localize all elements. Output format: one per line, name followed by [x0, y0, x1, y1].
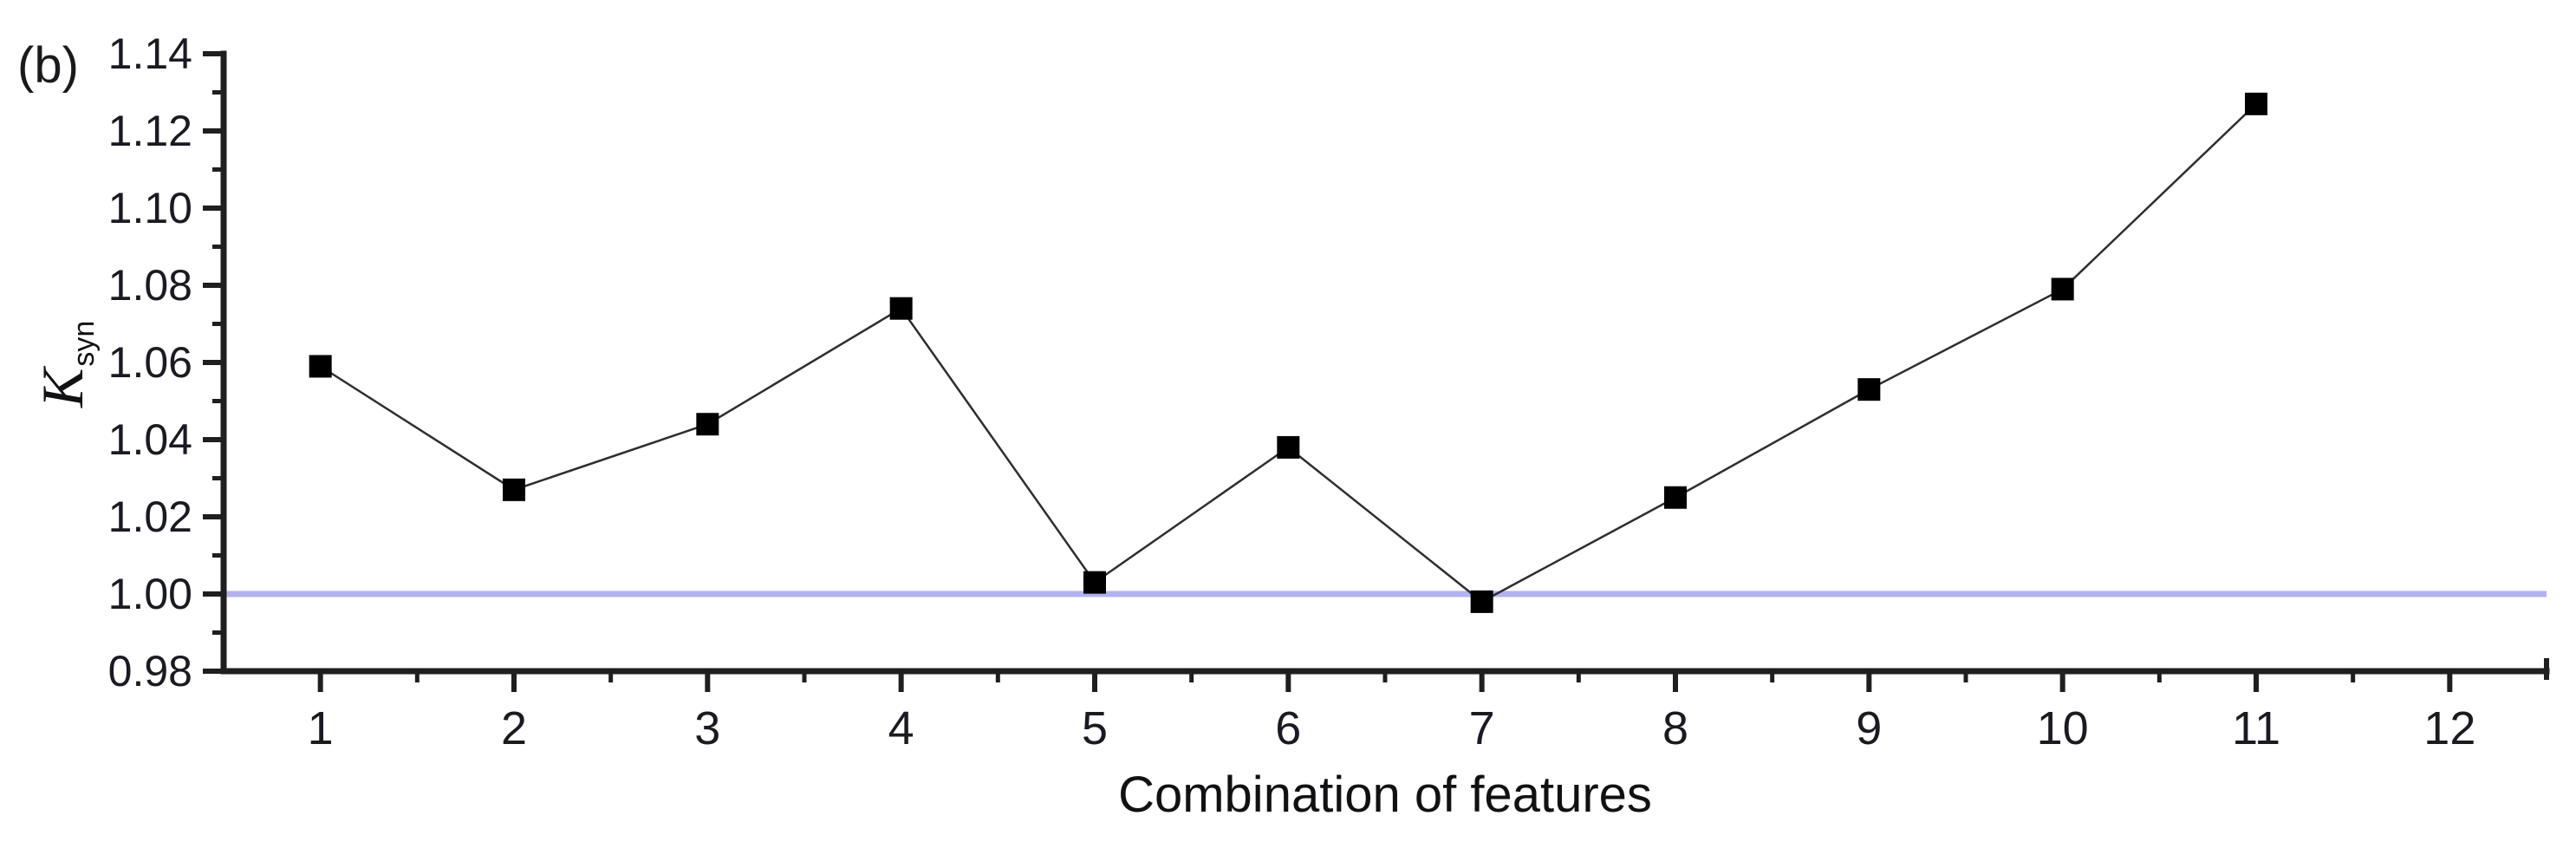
- x-tick-label: 7: [1469, 702, 1495, 754]
- series-line: [319, 102, 2257, 604]
- data-point-marker: [696, 413, 719, 436]
- x-tick-label: 6: [1275, 702, 1301, 754]
- data-point-marker: [1857, 378, 1881, 401]
- x-tick-label: 10: [2037, 702, 2089, 754]
- x-tick-label: 4: [888, 702, 914, 754]
- y-axis-title: Ksyn: [29, 321, 101, 408]
- data-point-marker: [1083, 571, 1106, 594]
- x-tick-label: 1: [308, 702, 334, 754]
- data-point-marker: [2051, 277, 2074, 301]
- x-tick-label: 5: [1082, 702, 1108, 754]
- data-series-layer: [309, 92, 2267, 613]
- y-tick-label: 1.00: [108, 570, 192, 618]
- axes-layer: 1 2 3 4 5 6 7 8 9 10 11 120.981.001.021.041.061.081…: [108, 29, 2550, 754]
- data-point-marker: [2245, 92, 2267, 115]
- y-tick-label: 1.10: [108, 184, 192, 232]
- data-point-marker: [1664, 486, 1687, 509]
- x-axis-title: Combination of features: [1118, 767, 1652, 823]
- y-tick-label: 1.12: [108, 107, 192, 155]
- y-tick-label: 1.06: [108, 338, 192, 387]
- data-point-marker: [889, 297, 913, 320]
- y-tick-label: 1.08: [108, 261, 192, 310]
- y-tick-label: 0.98: [108, 647, 192, 695]
- x-tick-label: 9: [1856, 702, 1882, 754]
- axis-spines: [220, 50, 2550, 675]
- x-tick-label: 3: [694, 702, 720, 754]
- x-tick-label: 8: [1662, 702, 1688, 754]
- y-axis-title-main: K: [29, 365, 95, 408]
- x-tick-label: 11: [2232, 702, 2280, 754]
- x-tick-label: 2: [501, 702, 527, 754]
- y-tick-label: 1.04: [108, 415, 192, 464]
- y-tick-label: 1.02: [108, 493, 192, 541]
- data-point-marker: [309, 355, 332, 378]
- y-axis-title-sub: syn: [68, 321, 101, 367]
- x-tick-label: 12: [2423, 702, 2475, 754]
- panel-label: (b): [17, 37, 79, 94]
- data-point-marker: [1470, 590, 1493, 613]
- y-tick-label: 1.14: [108, 29, 192, 78]
- data-point-marker: [1277, 435, 1300, 459]
- data-point-marker: [503, 478, 525, 501]
